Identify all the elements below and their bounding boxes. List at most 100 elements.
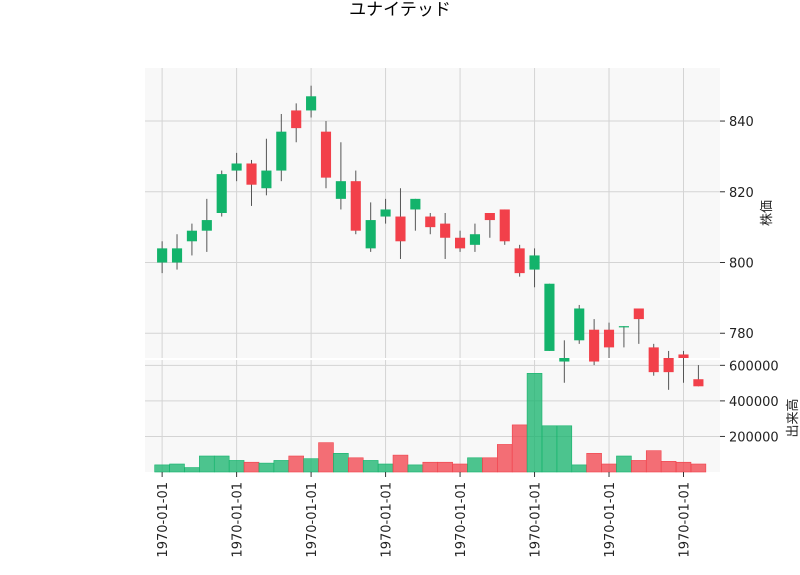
candle-body (246, 163, 257, 185)
candle (186, 223, 197, 256)
volume-bar (571, 464, 587, 473)
volume-bar (288, 455, 304, 473)
volume-bar (422, 461, 439, 473)
price-axis-label: 株価 (760, 200, 775, 226)
candle-body (395, 216, 406, 242)
volume-bar (496, 444, 513, 473)
candle (201, 198, 212, 252)
candle (157, 241, 168, 274)
candle (425, 213, 436, 235)
volume-bar (631, 460, 647, 473)
candle (484, 213, 495, 238)
candle (574, 304, 585, 344)
candle (454, 230, 466, 252)
candle-body (186, 230, 197, 242)
candle (261, 138, 272, 196)
candle (529, 248, 540, 288)
candle-body (618, 326, 629, 328)
volume-bar (586, 453, 602, 473)
candle-body (276, 131, 287, 171)
price-tick-label: 780 (729, 327, 754, 342)
volume-bar (511, 424, 528, 473)
candle-body (648, 347, 659, 373)
volume-bar (348, 457, 364, 473)
candle-body (171, 248, 183, 263)
candle (350, 170, 361, 235)
candle-body (291, 110, 302, 129)
candle (216, 170, 227, 217)
volume-tick-label: 200000 (729, 430, 779, 445)
candle-body (499, 209, 510, 242)
candle (603, 322, 615, 358)
price-tick-label: 800 (729, 257, 754, 272)
volume-bar (199, 455, 215, 473)
candle-body (201, 220, 212, 231)
candles (157, 85, 704, 390)
candle (589, 319, 600, 366)
candle-body (693, 379, 704, 387)
candle-body (603, 329, 615, 348)
candle-body (529, 255, 540, 270)
x-tick-label: 1970-01-01 (454, 482, 469, 558)
volume-bar (690, 463, 707, 473)
candle (231, 152, 242, 182)
candle-body (216, 174, 227, 213)
volume-bar (452, 463, 468, 473)
volume-bar (273, 460, 290, 473)
volume-bar (184, 467, 200, 473)
x-tick-label: 1970-01-01 (156, 482, 171, 558)
candle-body (365, 220, 376, 249)
volume-panel (145, 360, 720, 472)
candle (559, 340, 570, 383)
candle (544, 283, 555, 351)
candle-body (380, 209, 391, 217)
volume-bar (392, 454, 409, 473)
volume-bar (228, 460, 245, 473)
volume-bar (556, 425, 573, 473)
candle (395, 188, 406, 259)
volume-bars (154, 373, 707, 473)
candle-body (663, 358, 674, 373)
volume-bar (407, 464, 424, 473)
volume-bar (660, 461, 677, 473)
grid-lines (145, 68, 720, 472)
candle-body (678, 354, 689, 358)
volume-bar (467, 457, 483, 473)
price-tick-label: 840 (729, 115, 754, 130)
candle (514, 244, 525, 277)
x-tick-label: 1970-01-01 (678, 482, 693, 558)
volume-bar (645, 450, 662, 473)
candle-body (410, 198, 421, 210)
candle-body (157, 248, 168, 263)
candle (678, 350, 689, 383)
volume-bar (377, 463, 394, 473)
x-tick-label: 1970-01-01 (529, 482, 544, 558)
volume-tick-label: 400000 (729, 395, 779, 410)
volume-bar (303, 458, 319, 473)
candle (410, 198, 421, 231)
volume-bar (243, 461, 260, 473)
candle (171, 234, 183, 270)
x-tick-label: 1970-01-01 (380, 482, 395, 558)
candle-body (589, 329, 600, 362)
candle-body (335, 181, 346, 199)
candle-body (261, 170, 272, 189)
volume-bar (541, 425, 558, 473)
price-panel (145, 68, 720, 358)
volume-bar (362, 460, 379, 473)
candle (469, 223, 481, 252)
candle (291, 103, 302, 143)
candle (499, 209, 510, 245)
volume-bar (675, 461, 692, 473)
volume-bar (333, 453, 349, 473)
candle-body (425, 216, 436, 228)
price-tick-label: 820 (729, 186, 754, 201)
candle (276, 113, 287, 182)
volume-bar (437, 461, 453, 473)
candle (618, 326, 629, 348)
candle (440, 213, 451, 259)
candle (633, 308, 644, 344)
volume-bar (616, 455, 632, 473)
candle-body (454, 237, 466, 249)
